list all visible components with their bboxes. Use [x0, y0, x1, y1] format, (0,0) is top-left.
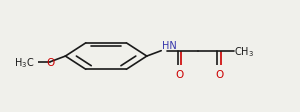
- Text: CH$_3$: CH$_3$: [234, 44, 254, 58]
- Text: H$_3$C: H$_3$C: [14, 55, 34, 69]
- Text: O: O: [176, 69, 184, 79]
- Text: O: O: [46, 57, 54, 67]
- Text: O: O: [215, 69, 224, 79]
- Text: HN: HN: [162, 41, 176, 51]
